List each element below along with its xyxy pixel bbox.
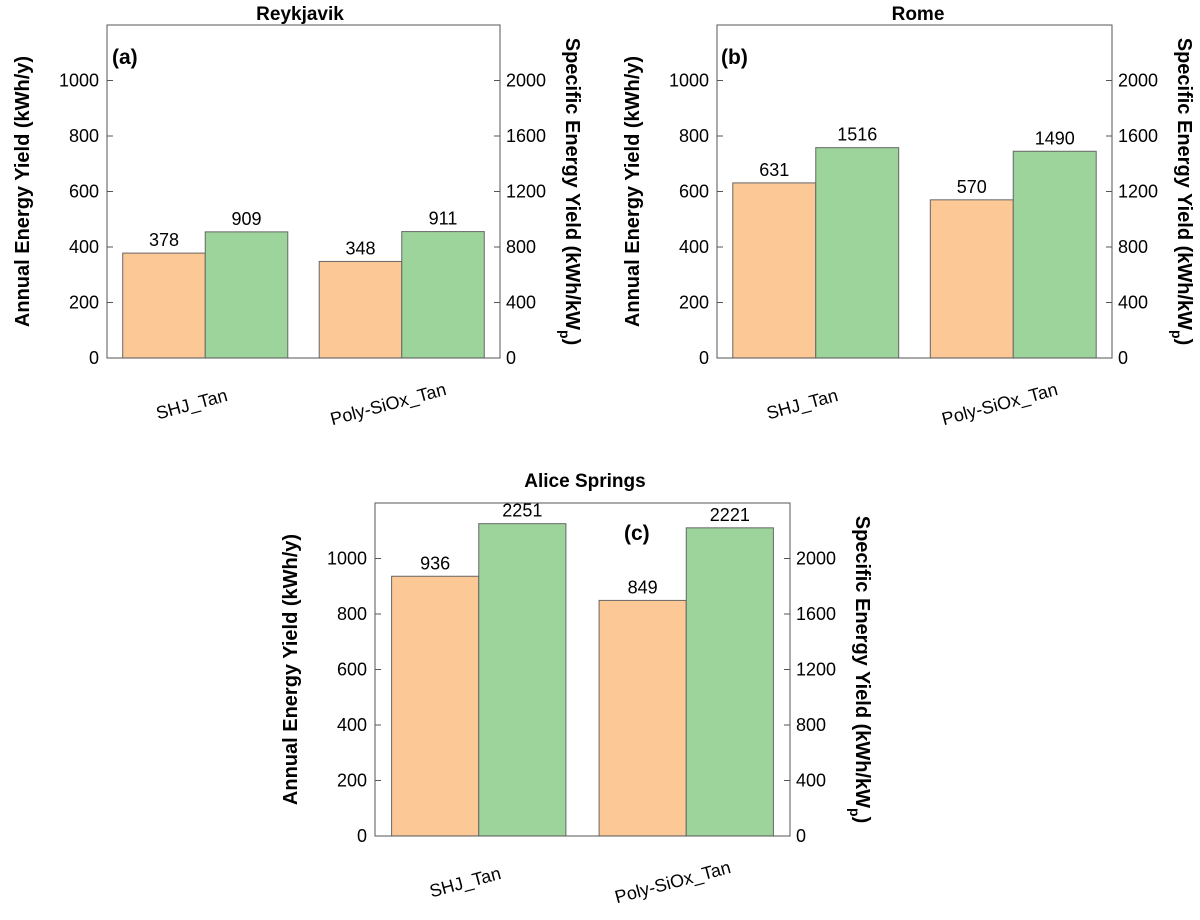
y-axis-title-left: Annual Energy Yield (kWh/y) (12, 56, 34, 327)
data-label: 2251 (502, 501, 542, 521)
chart-title: Reykjavik (256, 4, 344, 25)
left-tick-label: 400 (337, 715, 367, 735)
chart-title: Rome (892, 4, 945, 25)
y-axis-title-right-main: Specific Energy Yield (kWh/kW (851, 516, 873, 808)
bar-annual-1 (732, 182, 817, 359)
left-tick-label: 200 (337, 771, 367, 791)
chart-panel-1: Reykjavik 378 909 SHJ_Tan 348 911 Poly-SiOx_Ta… (12, 4, 583, 430)
left-tick-label: 800 (337, 604, 367, 624)
category-label: SHJ_Tan (427, 863, 503, 902)
right-tick-label: 800 (796, 715, 826, 735)
right-tick-label: 1600 (506, 126, 546, 146)
category-label: SHJ_Tan (764, 385, 840, 424)
y-axis-title-left: Annual Energy Yield (kWh/y) (622, 56, 644, 327)
panel-label: (c) (624, 522, 650, 545)
right-tick-label: 1200 (1118, 182, 1158, 202)
left-tick-label: 1000 (327, 549, 367, 569)
category-label: Poly-SiOx_Tan (328, 379, 448, 430)
y-axis-title-right: Specific Energy Yield (kWh/kWp) (557, 38, 583, 346)
bar-specific-2 (1012, 150, 1097, 359)
category-label: Poly-SiOx_Tan (940, 379, 1060, 430)
bar-annual-2 (598, 599, 687, 837)
data-label: 1490 (1035, 128, 1075, 148)
data-label: 911 (429, 209, 458, 229)
right-tick-label: 2000 (506, 71, 546, 91)
y-axis-title-right-close: ) (561, 339, 583, 346)
y-axis-title-right: Specific Energy Yield (kWh/kWp) (847, 516, 873, 824)
y-axis-title-right-sub: p (1169, 330, 1185, 339)
y-axis-title-right-sub: p (557, 330, 573, 339)
data-label: 1516 (837, 125, 877, 145)
y-axis-title-left: Annual Energy Yield (kWh/y) (280, 534, 302, 805)
chart-title: Alice Springs (524, 471, 645, 492)
left-tick-label: 800 (69, 126, 99, 146)
data-label: 936 (420, 553, 450, 573)
left-tick-label: 600 (69, 182, 99, 202)
y-axis-title-right-sub: p (847, 808, 863, 817)
y-axis-title-right: Specific Energy Yield (kWh/kWp) (1169, 38, 1195, 346)
bar-specific-1 (204, 231, 289, 359)
panel-label: (b) (721, 46, 748, 69)
panel-label: (a) (112, 46, 138, 69)
right-tick-label: 800 (506, 237, 536, 257)
data-label: 2221 (710, 505, 750, 525)
left-tick-label: 600 (679, 182, 709, 202)
right-tick-label: 400 (796, 771, 826, 791)
left-tick-label: 800 (679, 126, 709, 146)
right-tick-label: 0 (1118, 348, 1128, 368)
right-tick-label: 1200 (796, 660, 836, 680)
left-tick-label: 200 (679, 293, 709, 313)
y-axis-title-right-close: ) (851, 817, 873, 824)
bar-annual-1 (122, 252, 206, 359)
right-tick-label: 1600 (796, 604, 836, 624)
category-label: SHJ_Tan (154, 385, 230, 424)
chart-panel-3: Alice Springs 936 2251 SHJ_Tan 849 2221 Poly-S… (280, 471, 873, 908)
bar-specific-1 (815, 147, 900, 359)
bar-annual-1 (391, 575, 480, 837)
data-label: 348 (345, 238, 375, 258)
left-tick-label: 400 (69, 237, 99, 257)
data-label: 378 (149, 230, 179, 250)
left-tick-label: 400 (679, 237, 709, 257)
data-label: 631 (759, 160, 789, 180)
right-tick-label: 400 (1118, 293, 1148, 313)
data-label: 849 (628, 577, 658, 597)
data-label: 909 (231, 209, 261, 229)
right-tick-label: 2000 (796, 549, 836, 569)
y-axis-title-right-main: Specific Energy Yield (kWh/kW (1173, 38, 1195, 330)
right-tick-label: 0 (796, 826, 806, 846)
y-axis-title-right-main: Specific Energy Yield (kWh/kW (561, 38, 583, 330)
data-label: 570 (957, 177, 987, 197)
bar-specific-2 (401, 231, 485, 359)
category-label: Poly-SiOx_Tan (613, 857, 733, 908)
bar-specific-1 (478, 523, 567, 837)
right-tick-label: 0 (506, 348, 516, 368)
left-tick-label: 0 (699, 348, 709, 368)
bar-specific-2 (685, 527, 774, 837)
right-tick-label: 1200 (506, 182, 546, 202)
right-tick-label: 1600 (1118, 126, 1158, 146)
left-tick-label: 0 (357, 826, 367, 846)
left-tick-label: 1000 (59, 71, 99, 91)
left-tick-label: 1000 (669, 71, 709, 91)
right-tick-label: 400 (506, 293, 536, 313)
bar-annual-2 (318, 260, 403, 359)
bar-annual-2 (929, 199, 1014, 359)
right-tick-label: 2000 (1118, 71, 1158, 91)
left-tick-label: 600 (337, 660, 367, 680)
left-tick-label: 200 (69, 293, 99, 313)
chart-panel-2: Rome 631 1516 SHJ_Tan 570 1490 Poly-SiOx_Tan 0 2… (622, 4, 1195, 430)
right-tick-label: 800 (1118, 237, 1148, 257)
left-tick-label: 0 (89, 348, 99, 368)
y-axis-title-right-close: ) (1173, 339, 1195, 346)
